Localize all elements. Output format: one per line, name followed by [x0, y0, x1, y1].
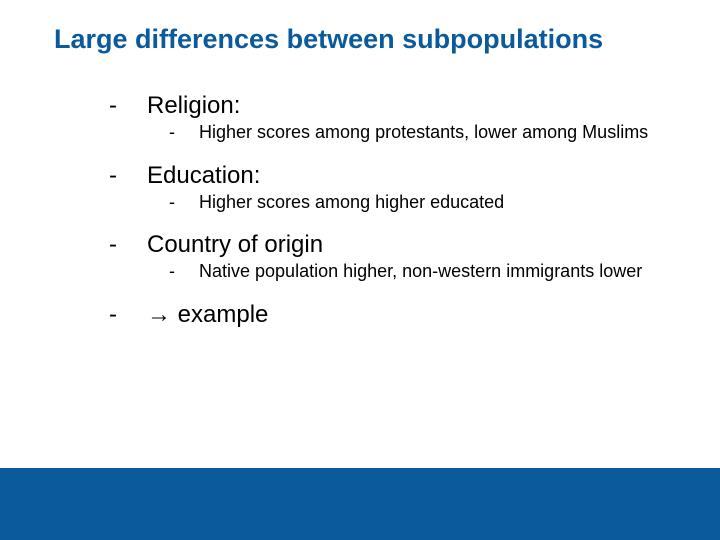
slide-content: - Religion: - Higher scores among protes…: [105, 92, 660, 331]
bullet-dash: -: [105, 92, 147, 120]
sub-list-item-label: Higher scores among protestants, lower a…: [199, 122, 648, 144]
sub-list-item: - Higher scores among protestants, lower…: [167, 122, 660, 144]
list-item: - Country of origin: [105, 231, 660, 259]
sub-list-item: - Higher scores among higher educated: [167, 192, 660, 214]
bullet-dash: -: [105, 162, 147, 190]
slide: Large differences between subpopulations…: [0, 0, 720, 540]
slide-footer-bar: [0, 468, 720, 540]
list-item-label: Country of origin: [147, 231, 323, 259]
list-item-label: Religion:: [147, 92, 240, 120]
list-item: - Education:: [105, 162, 660, 190]
list-item-label: → example: [147, 301, 268, 329]
slide-title: Large differences between subpopulations: [54, 24, 680, 55]
sub-list-item: - Native population higher, non-western …: [167, 261, 660, 283]
list-item-label: Education:: [147, 162, 260, 190]
bullet-dash: -: [167, 261, 199, 283]
bullet-dash: -: [105, 231, 147, 259]
list-item: - Religion:: [105, 92, 660, 120]
bullet-dash: -: [167, 192, 199, 214]
bullet-dash: -: [167, 122, 199, 144]
sub-list-item-label: Higher scores among higher educated: [199, 192, 504, 214]
sub-list-item-label: Native population higher, non-western im…: [199, 261, 642, 283]
bullet-dash: -: [105, 301, 147, 329]
list-item: - → example: [105, 301, 660, 329]
